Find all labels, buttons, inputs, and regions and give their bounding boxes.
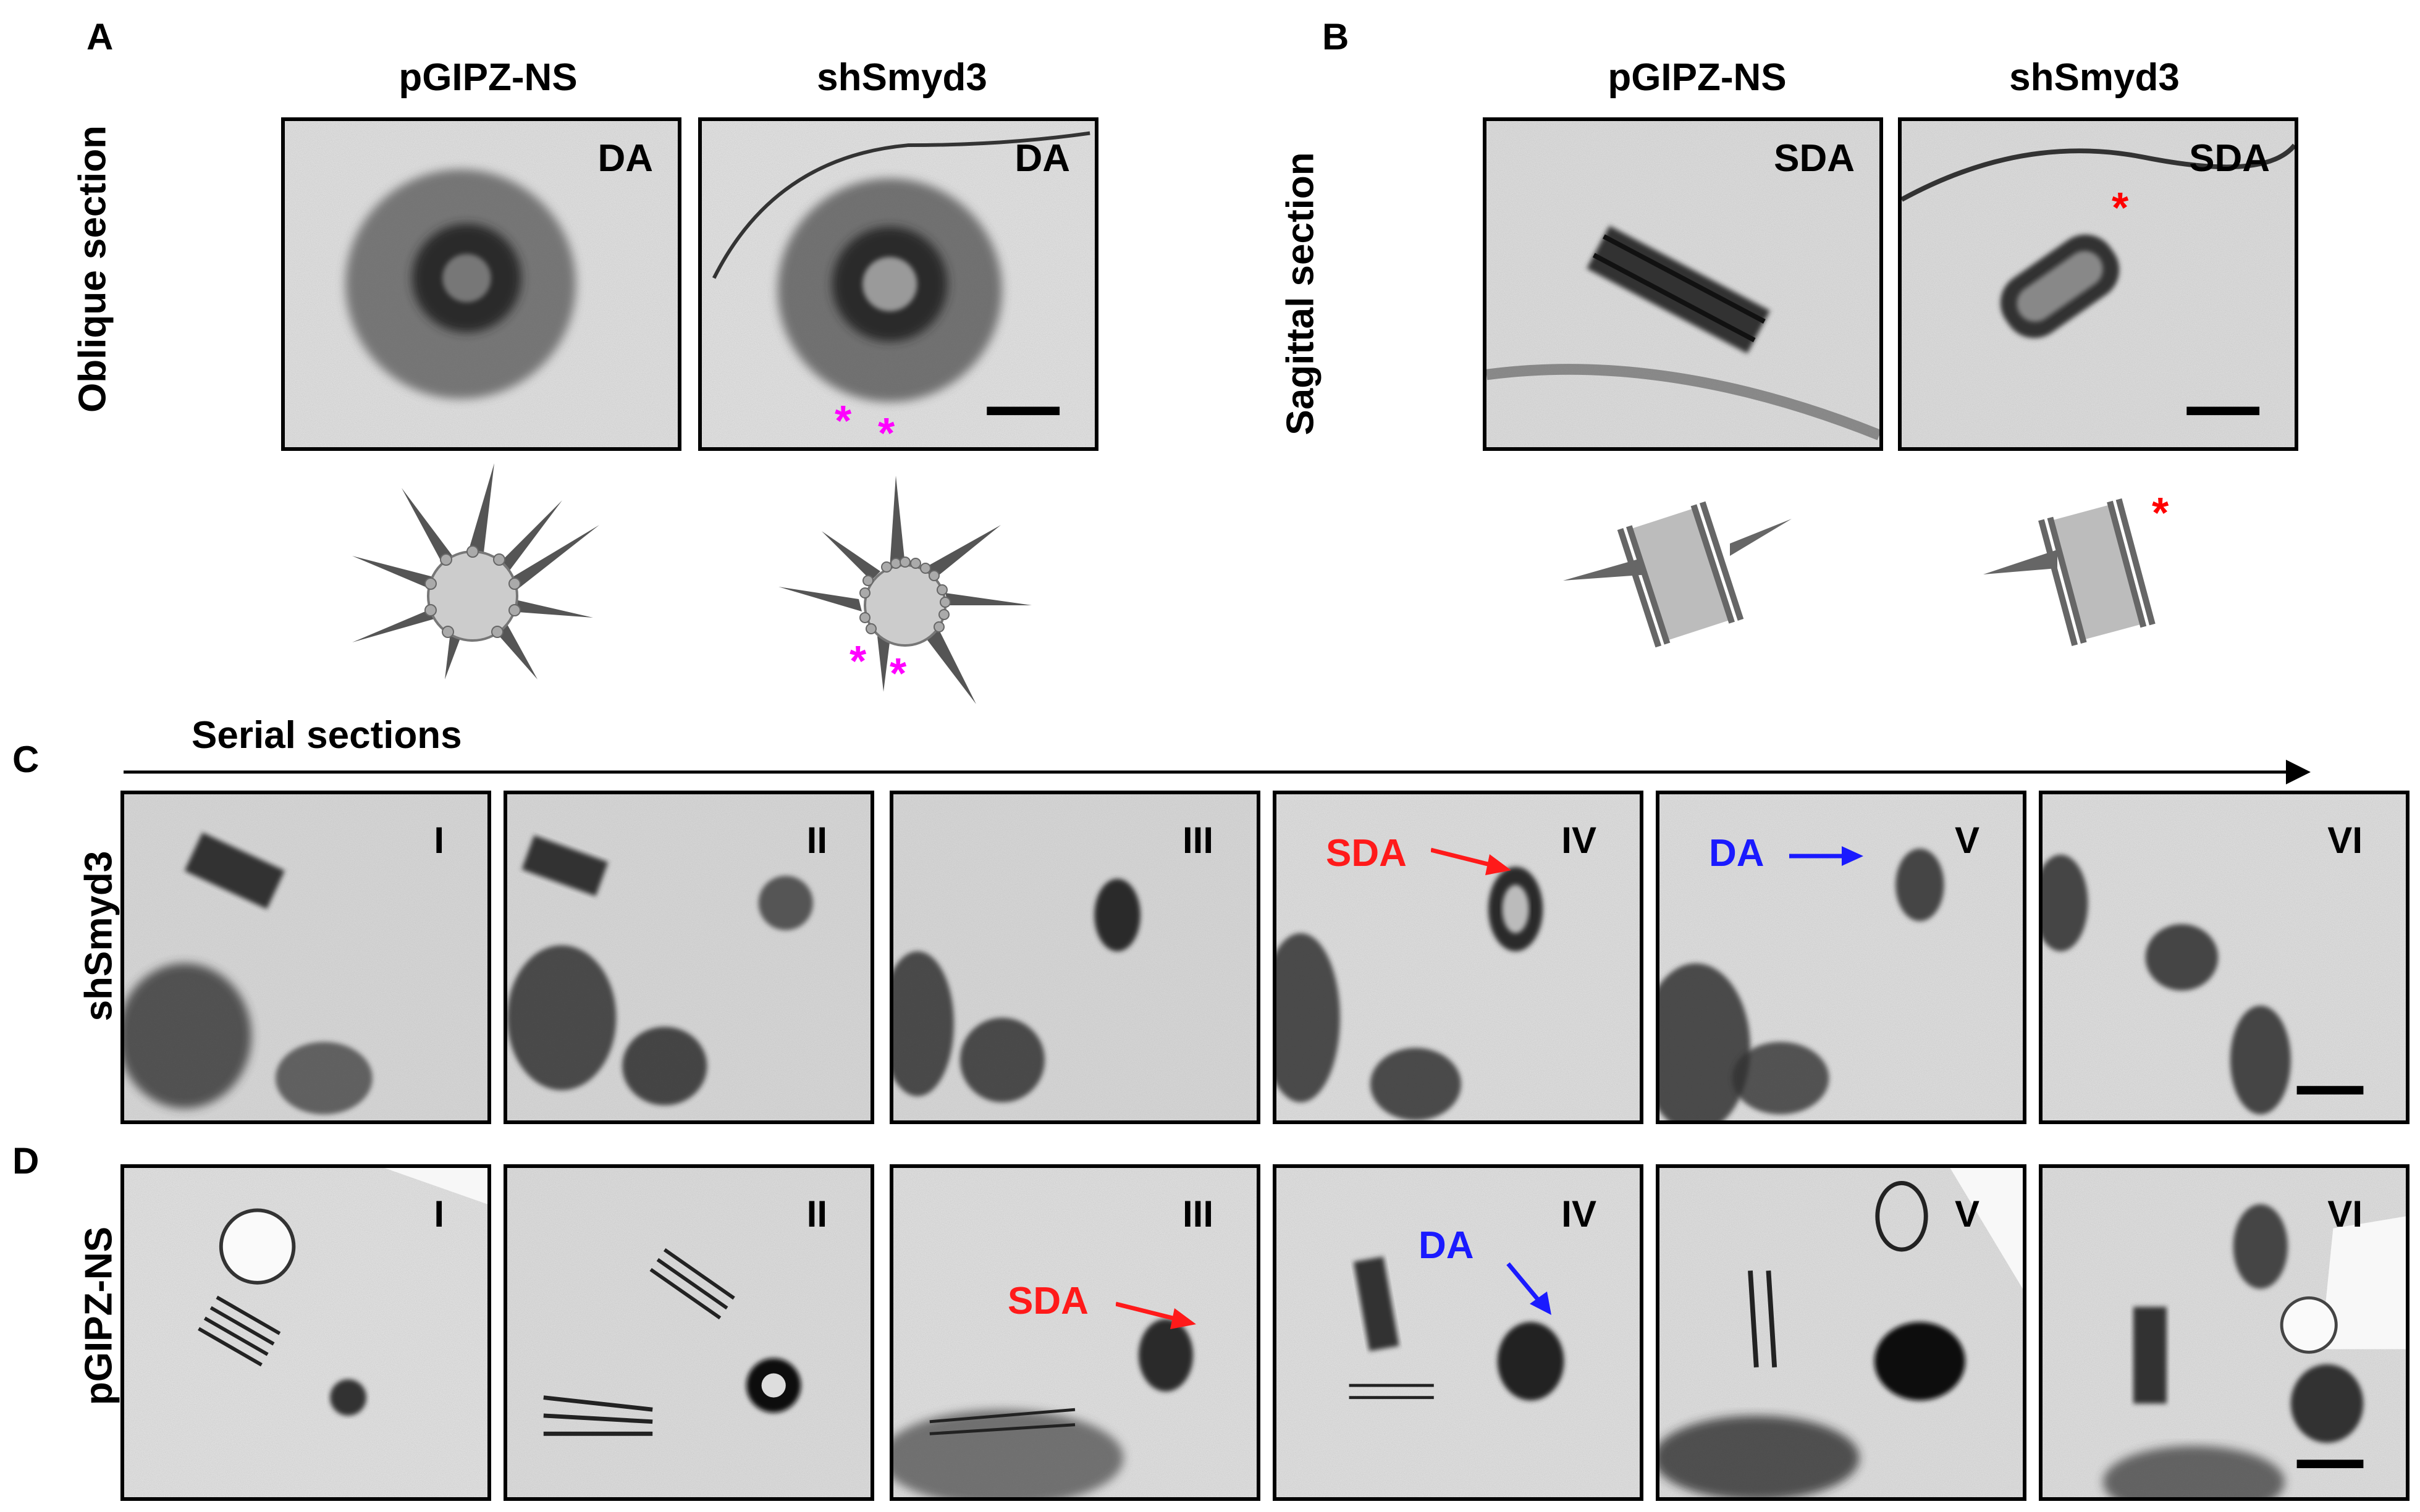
magenta-marker-star: * (850, 637, 867, 685)
em-image-c-4: IV SDA (1273, 791, 1643, 1124)
section-numeral: VI (2327, 820, 2363, 861)
section-numeral: I (434, 820, 444, 861)
section-numeral: III (1182, 820, 1213, 861)
sda-arrow-label: SDA (1008, 1280, 1089, 1322)
section-numeral: I (434, 1193, 444, 1235)
em-image-d-1: I (120, 1164, 491, 1501)
em-image-d-4: IV DA (1273, 1164, 1643, 1501)
section-numeral: IV (1561, 1193, 1596, 1235)
da-arrow (1506, 1262, 1551, 1315)
panel-a-col-title-shsmyd3: shSmyd3 (817, 56, 987, 99)
magenta-marker-star: * (890, 649, 907, 697)
section-numeral: II (806, 820, 827, 861)
da-arrow (1789, 846, 1863, 866)
em-image-c-2: II (504, 791, 874, 1124)
serial-sections-label: Serial sections (192, 714, 462, 757)
schematic-a-control (352, 463, 599, 679)
panel-letter-c: C (12, 739, 40, 780)
da-label: DA (597, 137, 653, 180)
panel-letter-a: A (86, 16, 114, 57)
sda-arrow-label: SDA (1326, 832, 1407, 875)
sda-arrow (1431, 847, 1511, 875)
sda-label: SDA (1774, 137, 1855, 180)
em-image-a-control: DA (281, 117, 681, 451)
panel-a-col-title-control: pGIPZ-NS (398, 56, 578, 99)
panel-b-col-title-shsmyd3: shSmyd3 (2009, 56, 2180, 99)
da-arrow-label: DA (1709, 832, 1764, 875)
panel-a-row-label: Oblique section (71, 125, 114, 413)
em-image-c-3: III (890, 791, 1260, 1124)
em-image-c-1: I (120, 791, 491, 1124)
sda-arrow (1116, 1301, 1196, 1329)
section-numeral: V (1954, 820, 1979, 861)
em-image-b-control: SDA (1483, 117, 1883, 451)
section-numeral: VI (2327, 1193, 2363, 1235)
em-image-c-5: V DA (1656, 791, 2026, 1124)
schematic-b-shsmyd3 (1983, 498, 2156, 647)
section-numeral: II (806, 1193, 827, 1235)
magenta-marker-star: * (835, 397, 852, 445)
panel-b-row-label: Sagittal section (1279, 152, 1322, 435)
da-arrow-label: DA (1419, 1224, 1474, 1267)
em-image-a-shsmyd3: DA * * (698, 117, 1098, 451)
panel-c-row-label: shSmyd3 (77, 850, 120, 1022)
panel-b-col-title-control: pGIPZ-NS (1608, 56, 1787, 99)
panel-letter-b: B (1322, 16, 1349, 57)
panel-letter-d: D (12, 1140, 40, 1182)
em-image-d-5: V (1656, 1164, 2026, 1501)
section-numeral: III (1182, 1193, 1213, 1235)
em-image-d-3: III SDA (890, 1164, 1260, 1501)
red-marker-star: * (2152, 489, 2169, 537)
section-numeral: IV (1561, 820, 1596, 861)
em-image-d-2: II (504, 1164, 874, 1501)
em-image-d-6: VI (2039, 1164, 2409, 1501)
panel-d-row-label: pGIPZ-NS (77, 1226, 120, 1406)
sda-label: SDA (2189, 137, 2270, 180)
serial-sections-arrow (124, 760, 2311, 784)
schematic-a-shsmyd3 (778, 476, 1032, 704)
section-numeral: V (1954, 1193, 1979, 1235)
magenta-marker-star: * (878, 409, 895, 451)
em-image-b-shsmyd3: SDA * (1898, 117, 2298, 451)
red-marker-star: * (2112, 183, 2129, 232)
em-image-c-6: VI (2039, 791, 2409, 1124)
schematic-b-control (1563, 501, 1792, 648)
da-label: DA (1014, 137, 1070, 180)
